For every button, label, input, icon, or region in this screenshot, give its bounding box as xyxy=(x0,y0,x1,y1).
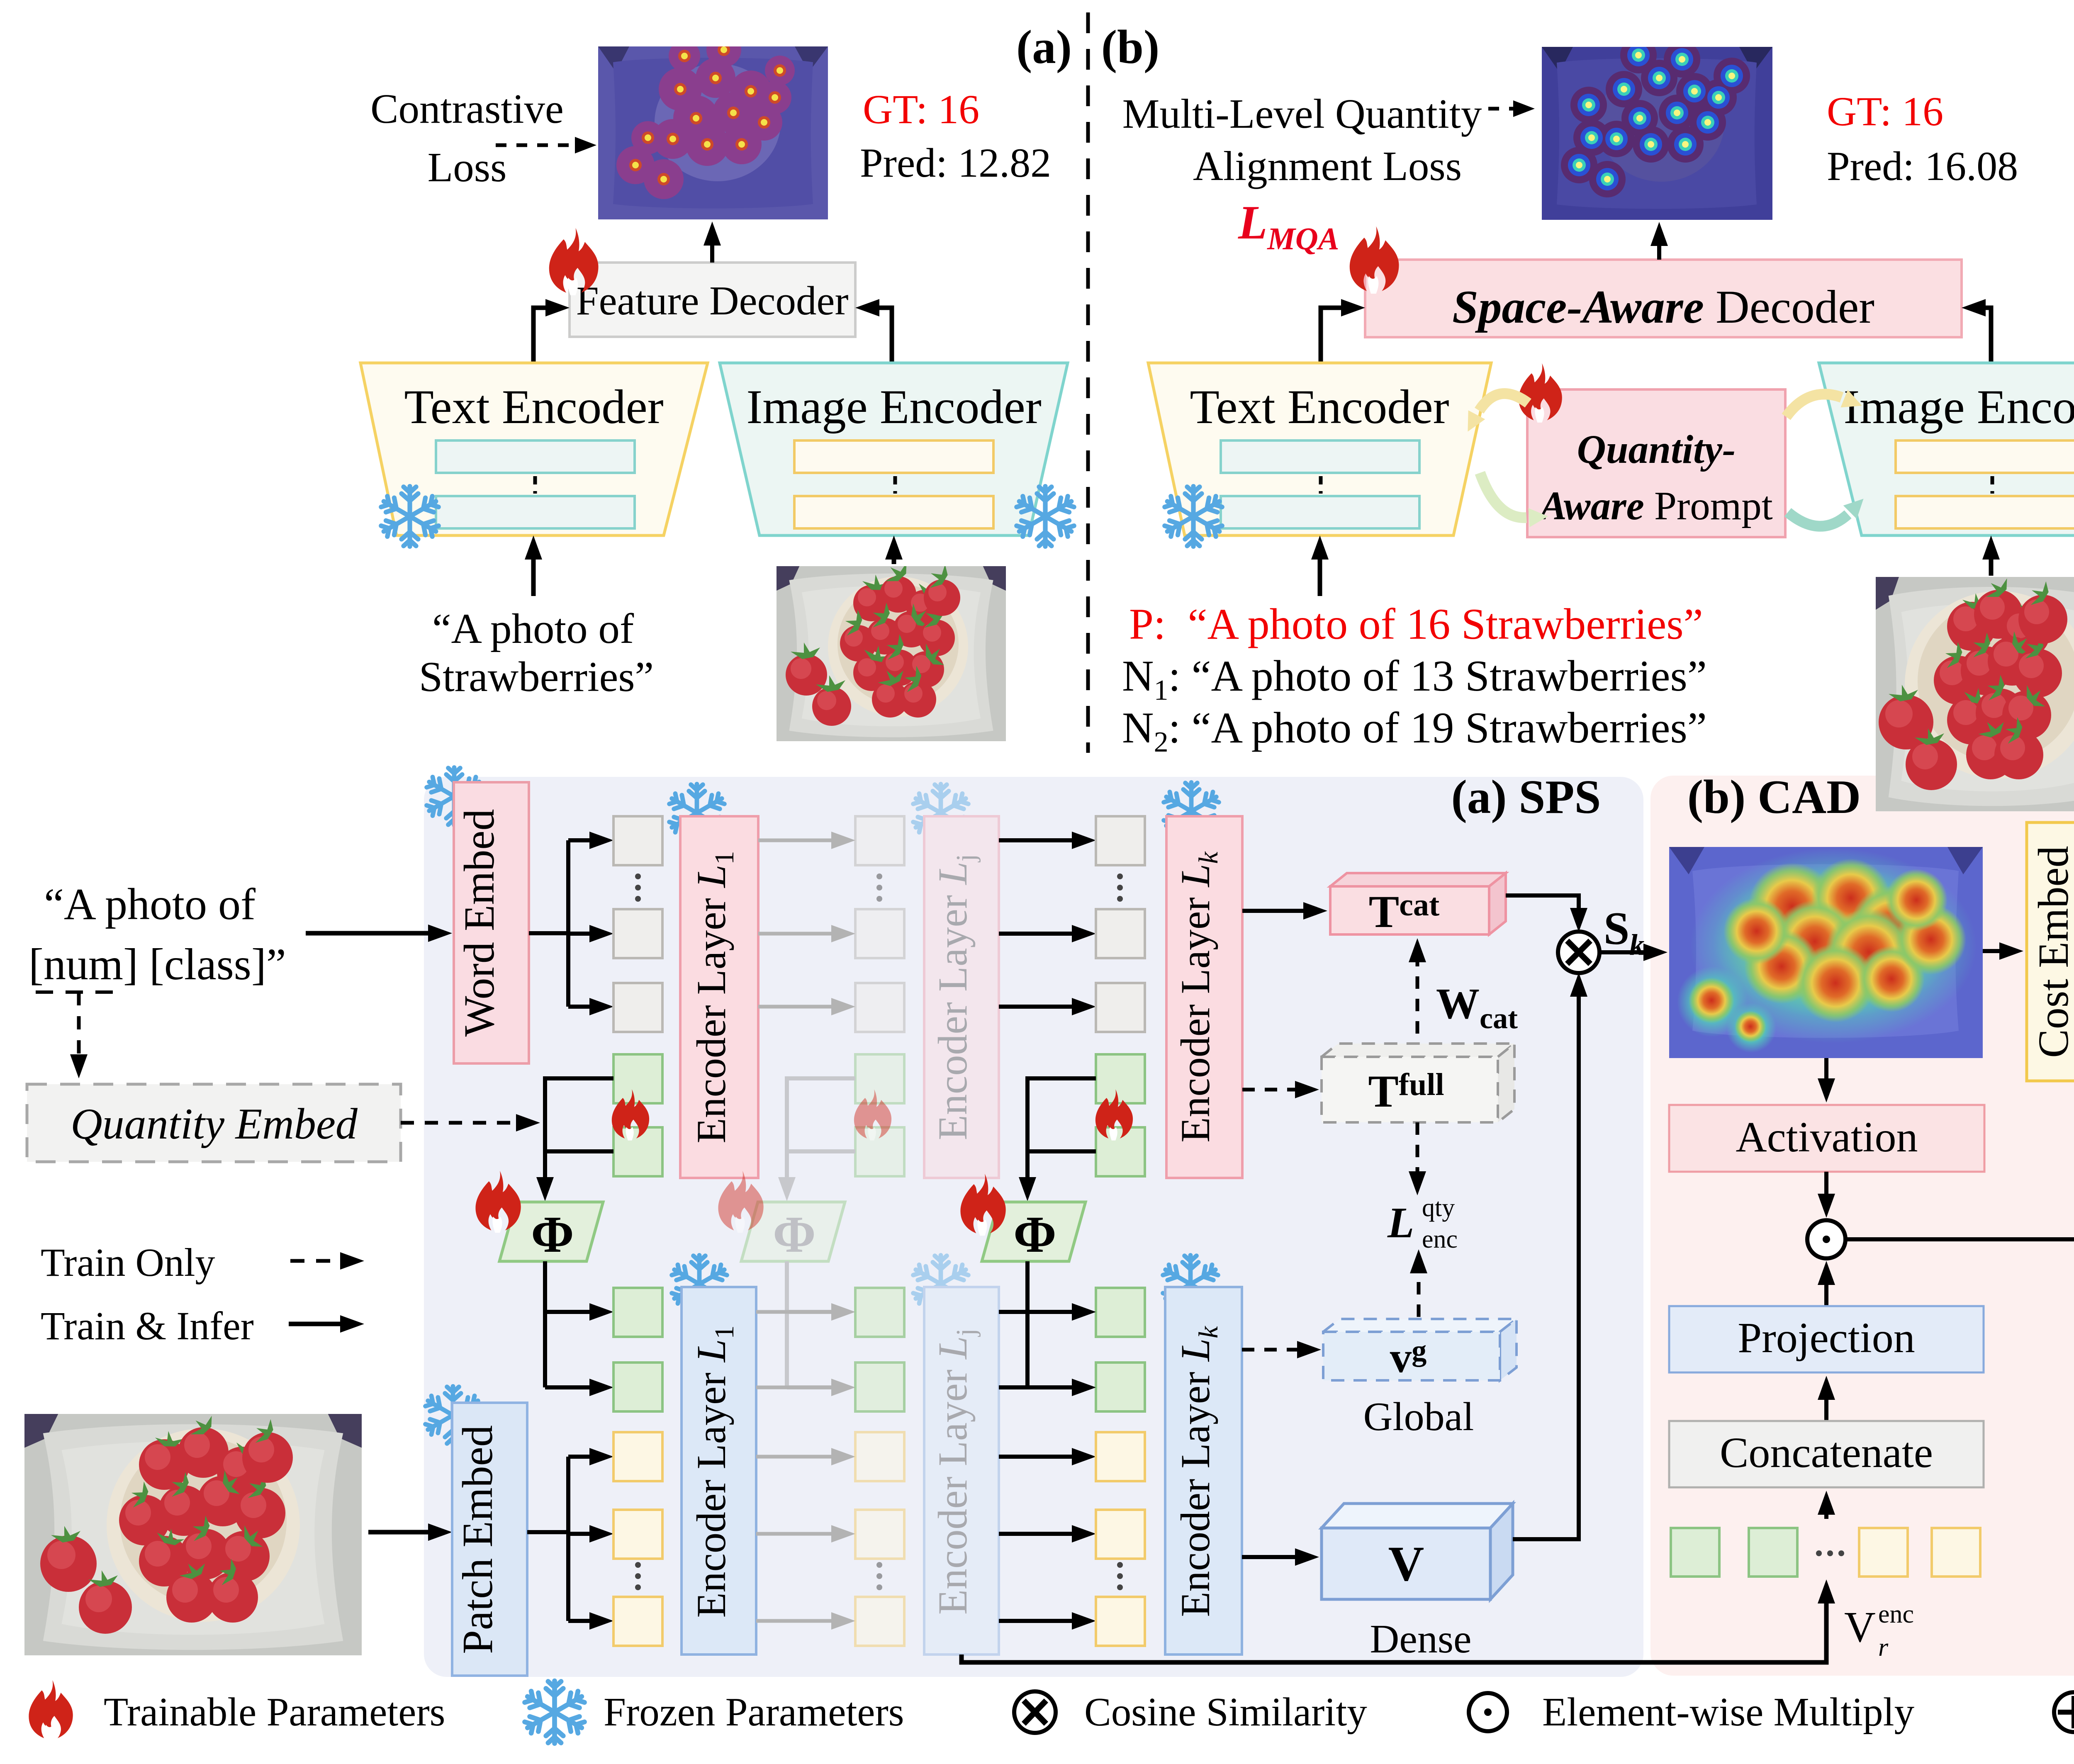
svg-text:(b) CAD: (b) CAD xyxy=(1687,771,1861,823)
svg-text:Encoder Layer L1: Encoder Layer L1 xyxy=(688,851,740,1144)
svg-text:Image Encoder: Image Encoder xyxy=(1843,380,2074,434)
svg-text:Alignment Loss: Alignment Loss xyxy=(1193,143,1462,189)
svg-text:Feature Decoder: Feature Decoder xyxy=(576,278,849,324)
svg-text:V: V xyxy=(1388,1536,1424,1591)
svg-text:Concatenate: Concatenate xyxy=(1720,1429,1933,1477)
svg-text:Pred: 16.08: Pred: 16.08 xyxy=(1827,143,2018,189)
svg-text:r: r xyxy=(1878,1633,1889,1662)
svg-text:Pred: 12.82: Pred: 12.82 xyxy=(860,140,1051,186)
svg-text:Train & Infer: Train & Infer xyxy=(41,1304,254,1348)
svg-text:Contrastive: Contrastive xyxy=(370,85,564,132)
svg-text:Text Encoder: Text Encoder xyxy=(1190,380,1449,434)
svg-text:Φ: Φ xyxy=(531,1206,574,1263)
svg-text:Encoder Layer Lk: Encoder Layer Lk xyxy=(1172,1326,1224,1617)
svg-text:Encoder Layer L1: Encoder Layer L1 xyxy=(688,1326,740,1618)
svg-text:enc: enc xyxy=(1878,1600,1914,1628)
svg-text:qty: qty xyxy=(1422,1194,1455,1222)
svg-text:N1: “A photo of 13 Strawberrie: N1: “A photo of 13 Strawberries” xyxy=(1122,652,1707,706)
svg-text:Encoder Layer Lk: Encoder Layer Lk xyxy=(1172,851,1224,1143)
svg-text:Quantity-: Quantity- xyxy=(1577,427,1736,472)
svg-text:Text Encoder: Text Encoder xyxy=(404,380,663,434)
svg-text:Multi-Level Quantity: Multi-Level Quantity xyxy=(1122,90,1482,137)
svg-text:Global: Global xyxy=(1363,1394,1474,1439)
svg-text:P: “A photo of 16 Strawberrie: P: “A photo of 16 Strawberries” xyxy=(1129,600,1703,648)
svg-text:N2: “A photo of 19 Strawberrie: N2: “A photo of 19 Strawberries” xyxy=(1122,703,1707,758)
svg-text:Dense: Dense xyxy=(1370,1617,1472,1662)
svg-text:L: L xyxy=(1387,1198,1414,1247)
svg-text:Strawberries”: Strawberries” xyxy=(419,653,654,701)
svg-text:LMQA: LMQA xyxy=(1238,196,1339,256)
svg-text:Space-Aware Decoder: Space-Aware Decoder xyxy=(1452,281,1874,333)
svg-text:enc: enc xyxy=(1422,1225,1458,1253)
svg-text:(b): (b) xyxy=(1101,21,1160,73)
svg-text:Frozen Parameters: Frozen Parameters xyxy=(604,1690,904,1734)
svg-text:Trainable Parameters: Trainable Parameters xyxy=(104,1690,445,1734)
svg-text:Wcat: Wcat xyxy=(1436,979,1518,1035)
svg-text:Encoder Layer Lj: Encoder Layer Lj xyxy=(930,1328,981,1615)
svg-text:Element-wise Multiply: Element-wise Multiply xyxy=(1542,1690,1915,1734)
svg-text:Φ: Φ xyxy=(773,1206,816,1263)
svg-text:Encoder Layer Lj: Encoder Layer Lj xyxy=(930,854,981,1140)
svg-text:Loss: Loss xyxy=(428,144,507,190)
svg-text:(a) SPS: (a) SPS xyxy=(1451,771,1601,823)
svg-text:[num] [class]”: [num] [class]” xyxy=(29,940,286,989)
svg-text:(a): (a) xyxy=(1016,21,1072,73)
svg-text:“A photo of: “A photo of xyxy=(432,605,634,652)
svg-text:Projection: Projection xyxy=(1738,1314,1915,1362)
svg-text:Cost Embed: Cost Embed xyxy=(2030,846,2074,1058)
svg-text:Patch Embed: Patch Embed xyxy=(454,1425,501,1654)
svg-text:Activation: Activation xyxy=(1736,1113,1918,1161)
svg-text:Quantity Embed: Quantity Embed xyxy=(71,1100,358,1148)
svg-text:Image Encoder: Image Encoder xyxy=(746,380,1041,434)
svg-text:“A photo of: “A photo of xyxy=(44,880,256,929)
svg-text:GT: 16: GT: 16 xyxy=(863,86,979,132)
svg-text:vg: vg xyxy=(1390,1333,1427,1382)
svg-text:GT: 16: GT: 16 xyxy=(1827,88,1943,134)
svg-text:Aware Prompt: Aware Prompt xyxy=(1537,484,1772,528)
svg-text:V: V xyxy=(1844,1603,1876,1651)
svg-text:Φ: Φ xyxy=(1013,1206,1056,1263)
svg-text:Cosine Similarity: Cosine Similarity xyxy=(1084,1690,1367,1734)
svg-text:Train Only: Train Only xyxy=(41,1240,215,1285)
svg-text:Word Embed: Word Embed xyxy=(455,809,503,1037)
